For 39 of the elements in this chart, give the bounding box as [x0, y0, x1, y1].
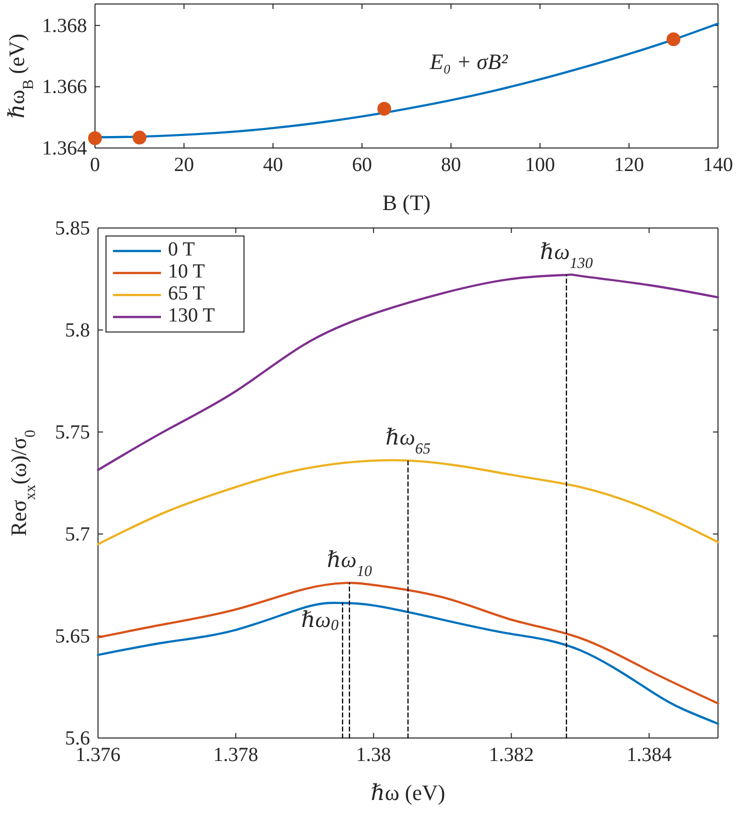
y-tick-label: 5.65 — [55, 625, 90, 648]
x-tick-label: 1.38 — [356, 744, 392, 766]
line-series — [96, 582, 720, 704]
annotation: ℏω$_{10}$ — [326, 546, 372, 580]
x-tick-label: 20 — [174, 154, 194, 176]
y-tick-label: 5.7 — [65, 523, 90, 546]
y-tick-label: 5.85 — [55, 217, 90, 240]
x-tick-label: 60 — [352, 154, 372, 176]
point — [88, 131, 102, 146]
y-tick-label: 5.75 — [55, 421, 90, 444]
x-tick-label: 80 — [441, 154, 461, 176]
x-axis-title: ℏω (eV) — [370, 780, 446, 805]
legend-label: 130 T — [168, 304, 215, 327]
x-tick-label: 1.384 — [626, 744, 672, 766]
x-tick-label: 1.382 — [488, 744, 534, 766]
x-tick-label: 140 — [703, 154, 733, 176]
x-tick-label: 0 — [90, 154, 100, 176]
y-tick-label: 1.366 — [42, 76, 87, 98]
point — [132, 130, 146, 144]
x-tick-label: 1.376 — [76, 744, 120, 766]
line-series — [96, 459, 720, 546]
y-tick-label: 1.368 — [42, 14, 87, 37]
legend-label: 65 T — [168, 282, 205, 305]
annotation: E₀ + σB² — [428, 48, 508, 74]
annotation: ℏω$_{130}$ — [540, 238, 594, 272]
x-tick-label: 1.378 — [213, 744, 258, 766]
line-series — [96, 602, 720, 725]
legend-label: 10 T — [168, 260, 205, 283]
y-tick-label: 1.364 — [42, 137, 87, 160]
x-axis-title: B (T) — [382, 190, 431, 215]
annotation: ℏω$_{0}$ — [301, 606, 339, 634]
annotation: ℏω$_{65}$ — [385, 424, 431, 458]
x-tick-label: 40 — [263, 154, 283, 176]
x-tick-label: 120 — [614, 154, 644, 176]
x-tick-label: 100 — [525, 154, 555, 176]
point — [377, 102, 392, 116]
point — [666, 32, 680, 46]
y-tick-label: 5.8 — [65, 319, 90, 342]
legend-label: 0 T — [168, 238, 195, 261]
